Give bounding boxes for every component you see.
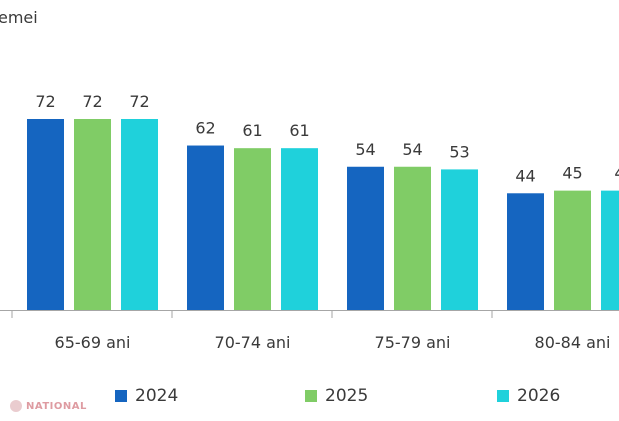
bar-2026-1 (281, 148, 318, 310)
data-label: 54 (402, 140, 422, 159)
bar-2025-3 (554, 190, 591, 310)
data-label: 53 (449, 142, 469, 161)
chart-title: emei (0, 8, 38, 27)
bar-2025-0 (74, 119, 111, 310)
x-tick-label: 70-74 ani (215, 333, 291, 352)
legend-label: 2025 (325, 386, 369, 406)
bar-2026-2 (441, 169, 478, 310)
legend-label: 2024 (135, 386, 179, 406)
data-label: 61 (289, 121, 309, 140)
watermark-text: NATIONAL (26, 400, 87, 412)
data-label: 72 (129, 92, 149, 111)
data-label: 45 (562, 164, 582, 183)
legend-label: 2026 (517, 386, 561, 406)
data-label: 61 (242, 121, 262, 140)
watermark-logo: NATIONAL (10, 400, 87, 412)
bar-2025-1 (234, 148, 271, 310)
legend-swatch (305, 390, 317, 402)
bar-2024-3 (507, 193, 544, 310)
x-tick-label: 65-69 ani (55, 333, 131, 352)
legend-swatch (497, 390, 509, 402)
x-tick-label: 80-84 ani (535, 333, 611, 352)
data-label: 54 (355, 140, 375, 159)
data-label: 62 (195, 119, 215, 138)
x-tick-label: 75-79 ani (375, 333, 451, 352)
bar-2024-1 (187, 145, 224, 310)
bar-2026-3 (601, 190, 619, 310)
bar-2024-2 (347, 166, 384, 310)
bar-2026-0 (121, 119, 158, 310)
legend-item-2026: 2026 (497, 386, 560, 406)
data-label: 72 (82, 92, 102, 111)
legend-item-2024: 2024 (115, 386, 178, 406)
bar-2024-0 (27, 119, 64, 310)
legend-swatch (115, 390, 127, 402)
data-label: 72 (35, 92, 55, 111)
data-label: 4 (614, 164, 619, 183)
data-label: 44 (515, 166, 535, 185)
logo-icon (10, 400, 22, 412)
legend-item-2025: 2025 (305, 386, 368, 406)
bar-2025-2 (394, 166, 431, 310)
